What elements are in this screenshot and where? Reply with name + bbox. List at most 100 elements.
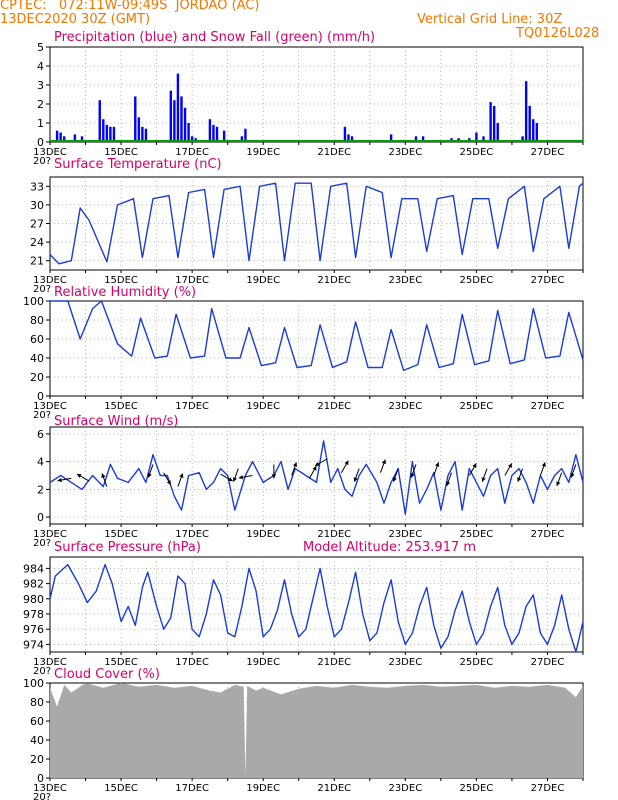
precip-bar	[98, 100, 101, 142]
x-date-label: 25DEC	[460, 529, 494, 540]
precip-bar	[521, 136, 524, 142]
panel-5: 974 976 978 980 982 984 13DEC 15DEC 17DEC 19DEC 21…	[23, 540, 584, 677]
x-date-label: 17DEC	[175, 529, 209, 540]
precip-bar	[240, 136, 244, 142]
series-line	[49, 563, 584, 653]
precip-bar	[55, 130, 59, 142]
y-tick-label: 4	[37, 60, 44, 73]
x-date-label: 15DEC	[104, 657, 138, 668]
x-date-label: 13DEC	[33, 783, 67, 794]
panel-2: 21 24 27 30 33 13DEC 15DEC 17DEC 19DEC 21DEC 23DEC…	[30, 157, 584, 295]
y-tick-label: 80	[30, 696, 44, 709]
wind-arrow	[481, 468, 488, 482]
panel-4: 0 2 4 6 13DEC 15DEC 17DEC 19DEC 21DEC 23DEC 25DEC 2…	[33, 414, 584, 549]
y-tick-label: 5	[37, 41, 44, 54]
x-date-label: 15DEC	[104, 401, 138, 412]
wind-arrow	[410, 464, 417, 478]
x-date-label: 17DEC	[175, 657, 209, 668]
x-date-label: 19DEC	[246, 657, 280, 668]
precip-bar	[112, 126, 116, 142]
panel-1: 0 1 2 3 4 5 13DEC 15DEC 17DEC 19DEC 21DEC 23DEC 25DE…	[33, 30, 584, 167]
precip-bar	[73, 134, 77, 142]
header-grid-line-note: Vertical Grid Line: 30Z	[417, 12, 563, 27]
x-year-stub: 20?	[33, 410, 51, 421]
x-date-label: 23DEC	[388, 657, 422, 668]
panel-title: Cloud Cover (%)	[54, 667, 160, 682]
precip-bar	[347, 134, 350, 142]
y-tick-label: 6	[37, 428, 44, 441]
y-tick-label: 984	[23, 562, 44, 575]
y-tick-label: 27	[30, 218, 44, 231]
wind-arrow	[353, 468, 360, 482]
x-date-label: 25DEC	[460, 275, 494, 286]
y-tick-label: 978	[23, 608, 44, 621]
y-tick-label: 100	[23, 677, 44, 690]
panel-frame	[49, 556, 584, 653]
y-tick-label: 100	[23, 295, 44, 308]
precip-bar	[183, 107, 187, 142]
wind-arrow	[76, 473, 90, 482]
x-date-label: 27DEC	[531, 275, 565, 286]
wind-arrow-head	[312, 466, 317, 471]
x-date-label: 23DEC	[388, 147, 422, 158]
wind-arrow	[238, 475, 253, 480]
x-date-label: 17DEC	[175, 147, 209, 158]
wind-arrow-head	[76, 474, 82, 478]
panel-frame	[49, 46, 584, 143]
precip-bar	[144, 128, 148, 142]
panel-3: 0 20 40 60 80 100 13DEC 15DEC 17DEC 19DEC 21DEC 23D…	[23, 285, 584, 421]
x-date-label: 19DEC	[246, 529, 280, 540]
y-tick-label: 2	[37, 98, 44, 111]
wind-arrow-head	[435, 462, 440, 467]
precip-bar	[524, 81, 528, 142]
precip-bar	[492, 105, 496, 142]
y-tick-label: 3	[37, 79, 44, 92]
precip-bar	[489, 102, 492, 142]
panel-title: Relative Humidity (%)	[54, 285, 196, 300]
header-line-1: CPTEC: 072:11W-09:49S JORDAO (AC)	[0, 0, 260, 13]
wind-arrow	[392, 468, 399, 482]
x-date-label: 21DEC	[317, 275, 351, 286]
wind-arrow	[271, 464, 277, 479]
y-tick-label: 60	[30, 715, 44, 728]
precip-bar	[187, 123, 190, 142]
cloud-cover-area	[50, 683, 583, 778]
wind-arrow-head	[446, 481, 451, 486]
wind-arrow	[147, 464, 154, 478]
x-date-label: 23DEC	[388, 529, 422, 540]
y-tick-label: 0	[37, 511, 44, 524]
precip-bar	[137, 117, 141, 142]
precip-bar	[80, 136, 84, 142]
x-date-label: 27DEC	[531, 147, 565, 158]
header-date-line: 13DEC2020 30Z (GMT)	[0, 12, 151, 27]
precip-bar	[169, 90, 173, 142]
wind-arrow	[446, 472, 452, 487]
x-year-stub: 20?	[33, 156, 51, 167]
wind-arrow	[517, 468, 524, 482]
x-year-stub: 20?	[33, 666, 51, 677]
wind-arrow	[539, 462, 546, 476]
precip-bar	[421, 136, 425, 142]
y-tick-label: 0	[37, 772, 44, 785]
wind-arrow	[504, 463, 513, 476]
x-year-stub: 20?	[33, 792, 51, 800]
y-tick-label: 20	[30, 371, 44, 384]
wind-arrow	[163, 472, 172, 486]
wind-arrow-head	[472, 463, 477, 468]
wind-arrow	[220, 473, 233, 482]
wind-arrow	[232, 468, 239, 482]
y-tick-label: 20	[30, 753, 44, 766]
x-date-label: 21DEC	[317, 147, 351, 158]
wind-arrow-head	[353, 477, 358, 482]
wind-arrow	[468, 463, 477, 476]
panel-title: Surface Pressure (hPa)	[54, 540, 201, 555]
series-line	[50, 300, 584, 372]
precip-bar	[532, 119, 535, 142]
wind-arrow-head	[179, 473, 184, 478]
x-date-label: 23DEC	[388, 275, 422, 286]
wind-arrow-head	[238, 475, 244, 480]
x-date-label: 25DEC	[460, 401, 494, 412]
precip-bar	[350, 136, 354, 142]
y-tick-label: 40	[30, 352, 44, 365]
wind-arrow	[177, 473, 184, 487]
